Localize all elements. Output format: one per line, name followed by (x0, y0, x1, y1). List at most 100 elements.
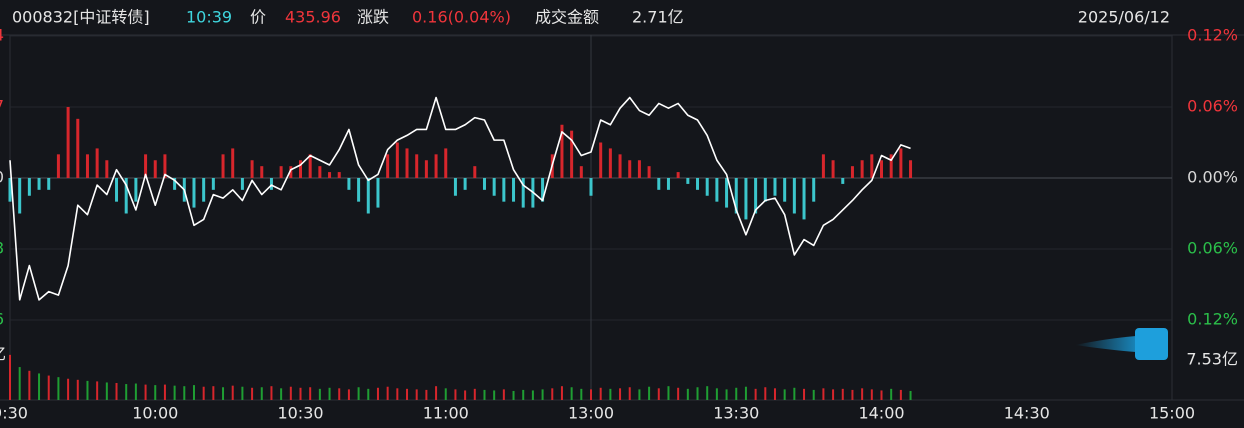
volume-bar (744, 386, 747, 400)
strength-bar (163, 154, 167, 178)
strength-bar (289, 166, 293, 178)
price-label: 价 (250, 8, 266, 27)
strength-bar (134, 178, 138, 202)
strength-bar (570, 130, 574, 178)
volume-bar (570, 387, 573, 400)
volume-bar (890, 388, 893, 400)
strength-bar (647, 166, 651, 178)
volume-bar (609, 388, 612, 400)
strength-bar (328, 172, 332, 178)
price: 435.96 (285, 8, 341, 27)
strength-bar (173, 178, 177, 190)
strength-bar (909, 160, 913, 178)
volume-bar (638, 389, 641, 400)
volume-bar (793, 387, 796, 400)
strength-bar (260, 166, 264, 178)
volume-bar (454, 389, 457, 400)
strength-bar (463, 178, 467, 190)
decoration-trail (1075, 336, 1136, 352)
strength-bar (376, 178, 380, 208)
strength-bar (802, 178, 806, 220)
strength-bar (95, 148, 99, 178)
volume-bar (212, 386, 215, 400)
strength-bar (850, 166, 854, 178)
volume-bar (18, 367, 21, 400)
volume-bar (105, 382, 108, 400)
date: 2025/06/12 (1078, 8, 1170, 27)
change-label: 涨跌 (357, 8, 389, 27)
strength-bar (105, 160, 109, 178)
volume-bar (192, 385, 195, 400)
strength-bar (773, 178, 777, 196)
volume-bar (396, 388, 399, 400)
volume-bar (677, 387, 680, 400)
strength-bar (589, 178, 593, 196)
strength-bar (821, 154, 825, 178)
strength-bar (792, 178, 796, 214)
volume-bar (435, 386, 438, 400)
volume-bar (163, 384, 166, 400)
volume-bar (444, 388, 447, 400)
volume-bar (76, 379, 79, 400)
strength-bar (8, 178, 12, 202)
volume-bar (367, 388, 370, 400)
volume-bar (57, 377, 60, 400)
volume-bar (289, 386, 292, 400)
strength-bar (870, 154, 874, 178)
x-tick-label: 14:30 (1004, 404, 1050, 423)
volume-bar (599, 387, 602, 400)
volume-bar (251, 387, 254, 400)
volume-bar (183, 386, 186, 400)
volume-bar (415, 389, 418, 400)
strength-bar (502, 178, 506, 202)
strength-bar (395, 142, 399, 178)
x-tick-label: 14:00 (858, 404, 904, 423)
strength-bar (696, 178, 700, 190)
x-tick-label: 13:30 (713, 404, 759, 423)
volume-bar (260, 387, 263, 400)
strength-bar (299, 160, 302, 178)
volume-bar (125, 384, 128, 400)
left-tick-label: 7 (0, 97, 4, 116)
volume-bar (493, 390, 496, 400)
left-tick-label: 4 (0, 26, 4, 45)
strength-bar (85, 154, 89, 178)
strength-bar (405, 148, 409, 178)
strength-bar (715, 178, 719, 202)
strength-bar (269, 178, 273, 190)
strength-bar (444, 148, 448, 178)
volume-bar (541, 389, 544, 400)
volume-bar (115, 383, 118, 400)
strength-bar (124, 178, 128, 214)
volume-tick-label: 7.53亿 (1186, 350, 1238, 369)
volume-bar (851, 389, 854, 400)
volume-bar (522, 389, 525, 400)
volume-bar (909, 390, 912, 400)
x-tick-label: 15:00 (1149, 404, 1195, 423)
volume-bar (861, 388, 864, 400)
volume-bar (512, 390, 515, 400)
y-tick-label: 0.06% (1187, 97, 1238, 116)
volume-bar (590, 389, 592, 400)
left-tick-label: 8 (0, 239, 4, 258)
strength-bar (337, 172, 341, 178)
volume-bar (560, 386, 563, 400)
volume-bar (832, 389, 835, 400)
strength-bar (366, 178, 370, 214)
volume-bar (628, 387, 631, 400)
decoration-icon[interactable] (1135, 328, 1168, 360)
volume-bar (299, 387, 302, 400)
x-tick-label: 11:00 (423, 404, 469, 423)
volume-bar (464, 390, 467, 400)
volume-bar (202, 386, 205, 400)
time: 10:39 (186, 8, 232, 27)
volume-bar (28, 370, 31, 400)
strength-bar (153, 160, 157, 178)
volume-bar (657, 388, 660, 400)
volume-bar (144, 384, 147, 400)
strength-bar (18, 178, 22, 214)
volume-bar (870, 389, 873, 400)
volume-bar (715, 388, 718, 400)
